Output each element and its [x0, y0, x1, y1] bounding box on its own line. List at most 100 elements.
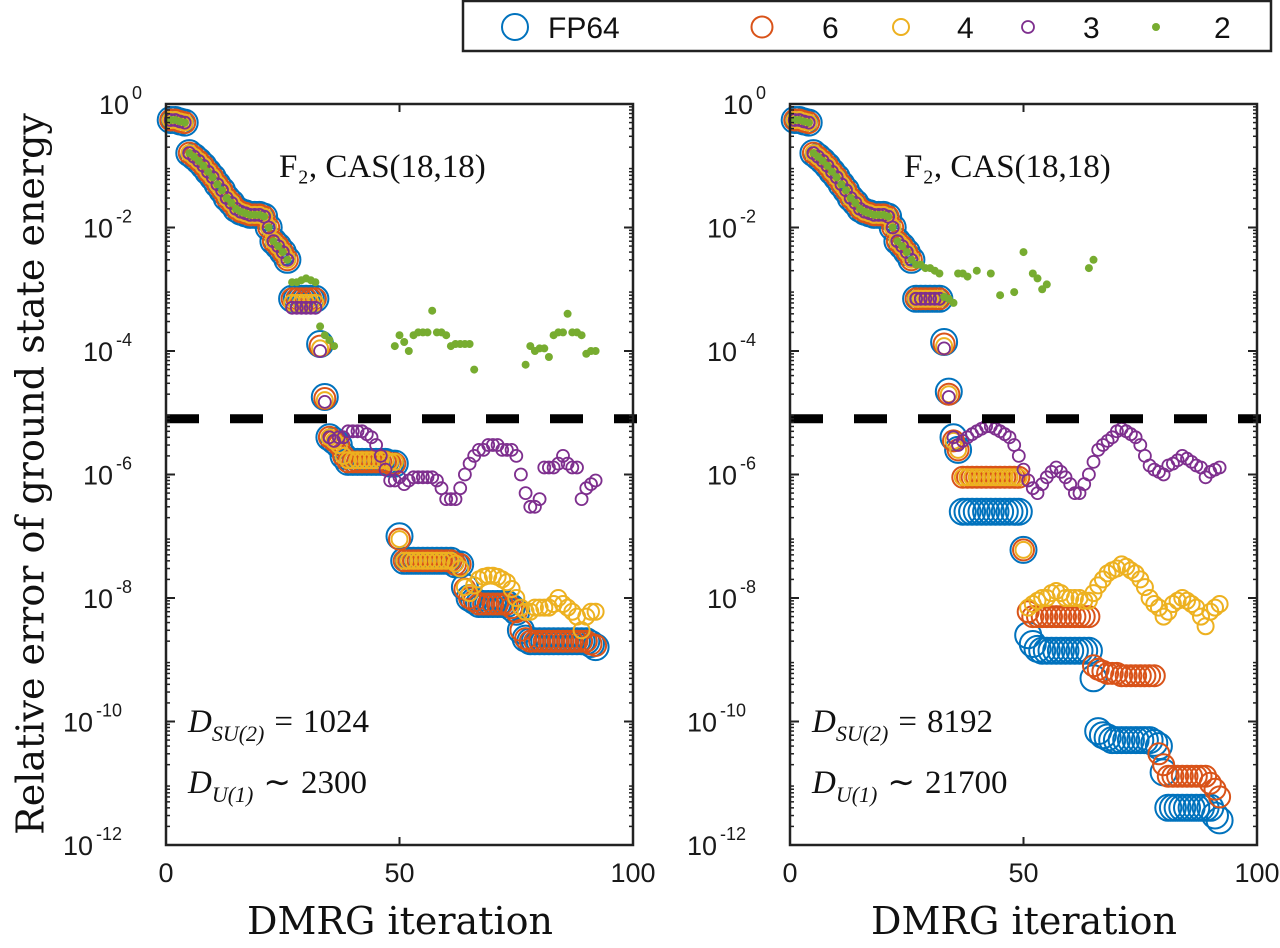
data-point — [283, 255, 292, 264]
data-point — [199, 161, 208, 170]
data-point — [1044, 464, 1059, 479]
data-point — [1061, 589, 1080, 607]
data-point — [837, 180, 846, 189]
y-tick-base: 10 — [687, 708, 717, 738]
data-point — [1091, 442, 1106, 457]
right-x-axis-title: DMRG iteration — [871, 899, 1177, 943]
data-point — [584, 634, 608, 657]
data-point — [1119, 664, 1143, 688]
legend-label-3: 3 — [1083, 12, 1100, 45]
right-series-2 — [790, 116, 1098, 307]
right-u1-value: 21700 — [925, 765, 1008, 801]
data-point — [481, 592, 505, 616]
right-u1-sym: D — [811, 765, 836, 801]
data-point — [274, 242, 283, 251]
data-point — [1012, 538, 1035, 562]
y-tick-label: 10 -2 — [83, 207, 132, 244]
data-point — [218, 186, 226, 195]
data-point — [981, 468, 1000, 487]
data-point — [1140, 589, 1159, 607]
data-point — [1021, 473, 1036, 488]
y-tick-label: 10 -8 — [707, 577, 756, 614]
left-u1-rel: ∼ — [263, 765, 291, 801]
data-point — [518, 486, 533, 501]
data-point — [432, 551, 451, 570]
data-point — [1014, 540, 1033, 559]
data-point — [404, 347, 413, 355]
data-point — [1142, 664, 1166, 688]
data-point — [1009, 468, 1028, 487]
data-point — [1058, 470, 1073, 485]
data-point — [1002, 430, 1017, 445]
data-point — [1065, 589, 1084, 607]
data-point — [420, 470, 435, 485]
data-point — [972, 468, 991, 487]
data-point — [1124, 664, 1148, 688]
data-point — [260, 212, 269, 221]
data-point — [558, 598, 577, 617]
data-point — [570, 460, 584, 475]
data-point — [1114, 664, 1138, 688]
legend-marker-3 — [1021, 20, 1035, 34]
data-point — [266, 234, 281, 249]
data-point — [362, 451, 381, 470]
data-point — [495, 442, 510, 457]
data-point — [1184, 764, 1208, 788]
data-point — [1096, 438, 1110, 452]
data-point — [991, 468, 1010, 487]
data-point — [446, 554, 465, 573]
data-point — [341, 424, 356, 439]
y-tick-label: 10 -12 — [687, 824, 746, 861]
data-point — [1004, 497, 1033, 526]
data-point — [399, 551, 418, 570]
data-point — [1084, 264, 1093, 273]
left-bond-dimension-u1: DU(1) ∼ 2300 — [187, 765, 367, 807]
y-tick-label: 10 -2 — [707, 207, 756, 244]
data-point — [467, 592, 491, 616]
data-point — [1140, 728, 1169, 757]
data-point — [278, 250, 297, 269]
data-point — [1182, 595, 1201, 613]
data-point — [289, 300, 304, 315]
y-tick-exponent: -12 — [720, 824, 746, 844]
data-point — [521, 360, 530, 369]
data-point — [986, 468, 1005, 487]
data-point — [1154, 607, 1173, 626]
data-point — [986, 269, 995, 278]
y-tick-exponent: -6 — [740, 454, 756, 474]
data-point — [385, 452, 404, 471]
data-point — [415, 470, 430, 485]
right-system-label: F₂, CAS(18,18) — [904, 149, 1111, 185]
data-point — [462, 456, 477, 471]
data-point — [294, 300, 309, 315]
y-tick-base: 10 — [707, 337, 737, 367]
data-point — [514, 627, 538, 651]
data-point — [546, 629, 570, 653]
y-tick-exponent: -6 — [116, 454, 132, 474]
x-tick-label: 100 — [1234, 858, 1279, 888]
left-bond-sub: SU(2) — [212, 721, 265, 746]
data-point — [967, 468, 986, 487]
data-point — [958, 468, 977, 487]
data-point — [1068, 486, 1082, 501]
data-point — [395, 551, 414, 570]
left-u1-sub: U(1) — [212, 782, 254, 807]
data-point — [285, 300, 300, 315]
data-point — [390, 342, 399, 351]
data-point — [1145, 595, 1164, 613]
data-point — [311, 278, 320, 287]
data-point — [832, 173, 841, 182]
data-point — [851, 198, 860, 207]
legend-items: FP64 6 4 3 2 — [501, 12, 1231, 45]
data-point — [1210, 595, 1229, 613]
data-point — [453, 481, 468, 496]
data-point — [899, 245, 914, 260]
data-point — [1201, 801, 1229, 830]
data-point — [1149, 598, 1168, 617]
data-point — [429, 473, 444, 488]
data-point — [1126, 564, 1145, 583]
data-point — [953, 468, 972, 487]
data-point — [390, 530, 409, 549]
data-point — [392, 470, 407, 485]
data-point — [556, 629, 580, 653]
